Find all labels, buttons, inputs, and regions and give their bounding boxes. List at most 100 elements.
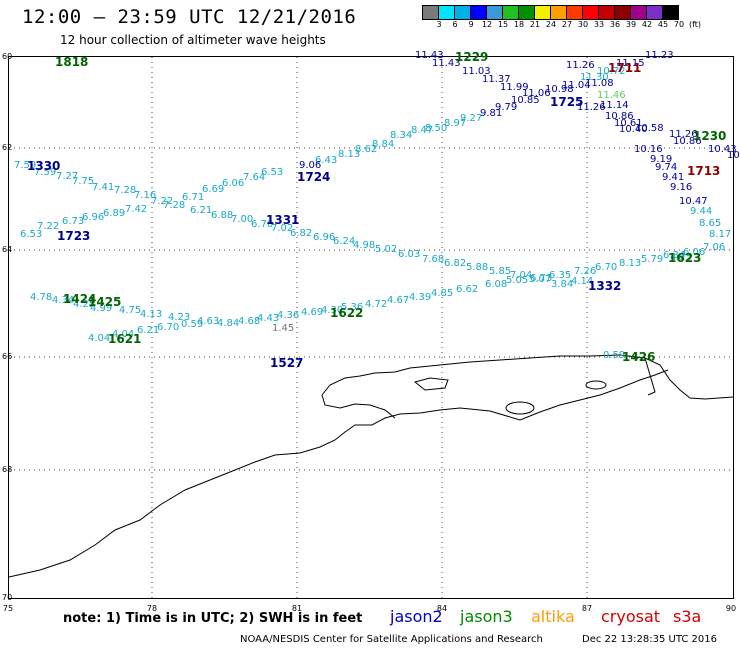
wave-height-label: 10.86 bbox=[605, 111, 634, 122]
scale-label: 27 bbox=[561, 20, 573, 29]
pass-time-label: 1229 bbox=[455, 50, 488, 64]
wave-height-label: 6.73 bbox=[530, 273, 552, 284]
wave-height-label: 1.45 bbox=[272, 323, 294, 334]
wave-height-label: 4.30 bbox=[321, 305, 343, 316]
wave-height-label: 4.04 bbox=[112, 329, 134, 340]
y-tick-label: 62 bbox=[2, 143, 12, 152]
wave-height-label: 4.63 bbox=[197, 316, 219, 327]
wave-height-label: 8.62 bbox=[355, 144, 377, 155]
wave-height-label: 8.17 bbox=[709, 229, 731, 240]
wave-height-label: 11.30 bbox=[580, 72, 609, 83]
pass-time-label: 1621 bbox=[108, 332, 141, 346]
wave-height-label: 4.14 bbox=[571, 276, 593, 287]
wave-height-label: 7.59 bbox=[14, 160, 36, 171]
pass-time-label: 1623 bbox=[668, 251, 701, 265]
wave-height-label: 6.70 bbox=[157, 322, 179, 333]
wave-height-label: 4.04 bbox=[88, 333, 110, 344]
wave-height-label: 10.98 bbox=[545, 84, 574, 95]
wave-height-label: 8.84 bbox=[372, 139, 394, 150]
x-tick-label: 90 bbox=[726, 604, 736, 613]
wave-height-label: 8.13 bbox=[338, 149, 360, 160]
wave-height-label: 9.81 bbox=[480, 108, 502, 119]
map-frame bbox=[8, 56, 734, 599]
wave-height-label: 9.27 bbox=[460, 113, 482, 124]
wave-height-label: 6.24 bbox=[333, 236, 355, 247]
wave-height-label: 11.23 bbox=[645, 50, 674, 61]
legend-altika: altika bbox=[531, 607, 575, 626]
wave-height-label: 6.89 bbox=[103, 208, 125, 219]
wave-height-label: 4.99 bbox=[90, 303, 112, 314]
wave-height-label: 7.00 bbox=[231, 214, 253, 225]
wave-height-label: 6.82 bbox=[290, 228, 312, 239]
credit-text: NOAA/NESDIS Center for Satellite Applica… bbox=[240, 634, 543, 645]
wave-height-label: 5.85 bbox=[489, 266, 511, 277]
legend-cryosat: cryosat bbox=[601, 607, 661, 626]
wave-height-label: 11.43 bbox=[432, 58, 461, 69]
color-scale: 3 6 9 12 15 18 21 24 27 30 33 36 39 42 45 70 (ft) bbox=[422, 5, 703, 29]
wave-height-label: 4.34 bbox=[52, 295, 74, 306]
wave-height-label: 5.07 bbox=[529, 274, 551, 285]
wave-height-label: 4.78 bbox=[30, 292, 52, 303]
wave-height-label: 7.28 bbox=[114, 185, 136, 196]
wave-height-label: 11.04 bbox=[562, 80, 591, 91]
wave-height-label: 6.21 bbox=[190, 205, 212, 216]
wave-height-label: 4.67 bbox=[387, 295, 409, 306]
wave-height-label: 6.71 bbox=[182, 192, 204, 203]
wave-height-label: 11.08 bbox=[585, 78, 614, 89]
wave-height-label: 4.25 bbox=[73, 299, 95, 310]
wave-height-label: 10.61 bbox=[614, 118, 643, 129]
y-tick-label: 70 bbox=[2, 593, 12, 602]
wave-height-label: 4.85 bbox=[431, 288, 453, 299]
y-tick-label: 68 bbox=[2, 465, 12, 474]
wave-height-label: 4.23 bbox=[168, 312, 190, 323]
scale-swatch bbox=[662, 5, 679, 20]
wave-height-label: 7.64 bbox=[243, 172, 265, 183]
wave-height-label: 11.43 bbox=[415, 50, 444, 61]
x-tick-label: 87 bbox=[582, 604, 592, 613]
wave-height-label: 4.75 bbox=[119, 305, 141, 316]
wave-height-label: 7.68 bbox=[422, 254, 444, 265]
x-tick-label: 75 bbox=[3, 604, 13, 613]
pass-time-labels: 1229 1818 1711 1725 1230 1713 1330 1724 1331 1723… bbox=[27, 50, 726, 370]
wave-height-label: 10.47 bbox=[679, 196, 708, 207]
wave-height-label: 6.35 bbox=[549, 270, 571, 281]
wave-height-label: 7.27 bbox=[56, 171, 78, 182]
wave-height-label: 0.59 bbox=[181, 319, 203, 330]
wave-height-label: 6.06 bbox=[222, 178, 244, 189]
wave-height-label: 6.08 bbox=[485, 279, 507, 290]
wave-height-label: 5.36 bbox=[341, 302, 363, 313]
wave-height-label: 7.28 bbox=[163, 200, 185, 211]
pass-time-label: 1426 bbox=[622, 350, 655, 364]
x-tick-label: 81 bbox=[292, 604, 302, 613]
wave-height-label: 4.72 bbox=[365, 299, 387, 310]
wave-height-label: 5.79 bbox=[641, 254, 663, 265]
map-subtitle: 12 hour collection of altimeter wave hei… bbox=[60, 33, 326, 47]
wave-height-label: 7.26 bbox=[574, 266, 596, 277]
pass-time-label: 1332 bbox=[588, 279, 621, 293]
wave-height-label: 6.53 bbox=[261, 167, 283, 178]
wave-height-label: 10.43 bbox=[708, 144, 737, 155]
wave-height-label: 11.37 bbox=[482, 74, 511, 85]
scale-label: 9 bbox=[468, 20, 474, 29]
wave-height-label: 11.14 bbox=[600, 100, 629, 111]
wave-height-label: 7.06 bbox=[703, 242, 725, 253]
wave-height-label: 4.39 bbox=[409, 292, 431, 303]
wave-height-label: 6.62 bbox=[456, 284, 478, 295]
wave-height-label: 6.21 bbox=[137, 325, 159, 336]
wave-height-label: 6.34 bbox=[663, 250, 685, 261]
wave-height-label: 9.06 bbox=[299, 160, 321, 171]
wave-height-label: 8.47 bbox=[411, 125, 433, 136]
wave-height-label: 11.03 bbox=[462, 66, 491, 77]
map-title: 12:00 – 23:59 UTC 12/21/2016 bbox=[22, 6, 357, 28]
pass-time-label: 1622 bbox=[330, 306, 363, 320]
wave-height-label: 6.73 bbox=[62, 216, 84, 227]
wave-height-label: 6.69 bbox=[202, 184, 224, 195]
wave-height-label: 7.16 bbox=[134, 190, 156, 201]
wave-height-label: 8.13 bbox=[619, 258, 641, 269]
x-axis-ticks: 75 78 81 84 87 90 bbox=[3, 604, 736, 613]
wave-height-label: 6.70 bbox=[595, 262, 617, 273]
wave-height-label: 6.96 bbox=[82, 212, 104, 223]
scale-label: 21 bbox=[529, 20, 541, 29]
graticule bbox=[9, 57, 733, 598]
generated-timestamp: Dec 22 13:28:35 UTC 2016 bbox=[582, 634, 717, 645]
